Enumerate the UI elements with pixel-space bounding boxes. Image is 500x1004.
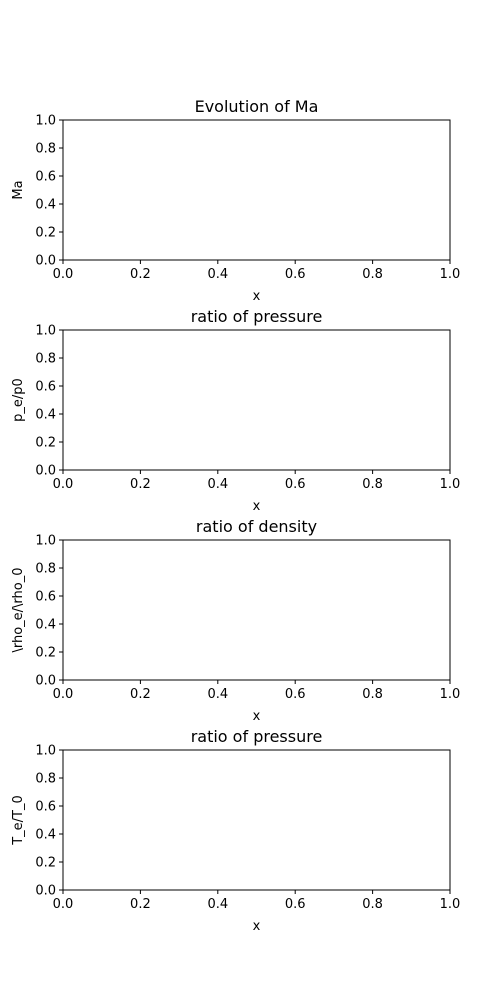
axes-frame — [62, 329, 451, 471]
y-tick-label: 0.2 — [35, 856, 56, 871]
x-tick-label: 0.0 — [53, 267, 74, 282]
y-tick-label: 0.6 — [35, 170, 56, 185]
y-axis-label: Ma — [11, 180, 26, 199]
y-tick-label: 0.4 — [35, 408, 56, 423]
x-tick-label: 1.0 — [440, 477, 461, 492]
x-tick-label: 0.8 — [362, 267, 383, 282]
x-axis-label: x — [253, 709, 261, 724]
x-tick-label: 0.0 — [53, 477, 74, 492]
x-tick-label: 0.6 — [285, 267, 306, 282]
y-tick-label: 0.0 — [35, 674, 56, 689]
y-tick-label: 1.0 — [35, 114, 56, 129]
y-tick-label: 0.2 — [35, 646, 56, 661]
y-axis-label: \rho_e/\rho_0 — [11, 567, 26, 652]
chart-title: ratio of pressure — [191, 727, 323, 746]
axes-frame — [62, 539, 451, 681]
y-tick-label: 0.6 — [35, 590, 56, 605]
y-tick-label: 0.6 — [35, 380, 56, 395]
x-axis-label: x — [253, 499, 261, 514]
y-tick-label: 0.4 — [35, 618, 56, 633]
x-tick-label: 0.6 — [285, 477, 306, 492]
x-tick-label: 0.4 — [207, 897, 228, 912]
axes-frame — [62, 749, 451, 891]
x-tick-label: 0.6 — [285, 687, 306, 702]
x-tick-label: 0.8 — [362, 687, 383, 702]
x-axis-label: x — [253, 919, 261, 934]
x-tick-label: 0.4 — [207, 687, 228, 702]
y-axis-label: p_e/p0 — [11, 378, 26, 422]
x-axis-label: x — [253, 289, 261, 304]
y-tick-label: 0.0 — [35, 464, 56, 479]
x-tick-label: 1.0 — [440, 687, 461, 702]
y-tick-label: 1.0 — [35, 534, 56, 549]
x-tick-label: 0.6 — [285, 897, 306, 912]
x-tick-label: 0.4 — [207, 267, 228, 282]
subplot-3: ratio of density 0.0 0.2 0.4 0.6 0.8 1.0 0.0 0.2… — [11, 517, 460, 724]
y-tick-label: 0.0 — [35, 884, 56, 899]
subplot-4: ratio of pressure 0.0 0.2 0.4 0.6 0.8 1.0 0.0 0.… — [11, 727, 460, 934]
y-tick-label: 1.0 — [35, 324, 56, 339]
chart-title: Evolution of Ma — [195, 97, 319, 116]
y-tick-label: 0.8 — [35, 142, 56, 157]
y-tick-label: 0.4 — [35, 198, 56, 213]
y-tick-label: 0.2 — [35, 226, 56, 241]
subplot-2: ratio of pressure 0.0 0.2 0.4 0.6 0.8 1.0 0.0 0.… — [11, 307, 460, 514]
y-tick-label: 0.6 — [35, 800, 56, 815]
x-tick-label: 1.0 — [440, 267, 461, 282]
y-tick-label: 0.2 — [35, 436, 56, 451]
x-tick-label: 0.0 — [53, 897, 74, 912]
subplot-1: Evolution of Ma 0.0 0.2 0.4 0.6 0.8 1.0 0.0 0.2 0… — [11, 97, 460, 304]
x-tick-label: 0.8 — [362, 897, 383, 912]
chart-title: ratio of density — [196, 517, 317, 536]
y-tick-label: 0.0 — [35, 254, 56, 269]
y-tick-label: 0.8 — [35, 352, 56, 367]
x-tick-label: 0.2 — [130, 477, 151, 492]
y-tick-label: 0.4 — [35, 828, 56, 843]
y-tick-label: 1.0 — [35, 744, 56, 759]
x-tick-label: 0.4 — [207, 477, 228, 492]
axes-frame — [62, 119, 451, 261]
chart-title: ratio of pressure — [191, 307, 323, 326]
y-tick-label: 0.8 — [35, 772, 56, 787]
y-axis-label: T_e/T_0 — [11, 795, 26, 846]
x-tick-label: 1.0 — [440, 897, 461, 912]
x-tick-label: 0.0 — [53, 687, 74, 702]
x-tick-label: 0.8 — [362, 477, 383, 492]
x-tick-label: 0.2 — [130, 897, 151, 912]
x-tick-label: 0.2 — [130, 267, 151, 282]
x-tick-label: 0.2 — [130, 687, 151, 702]
y-tick-label: 0.8 — [35, 562, 56, 577]
